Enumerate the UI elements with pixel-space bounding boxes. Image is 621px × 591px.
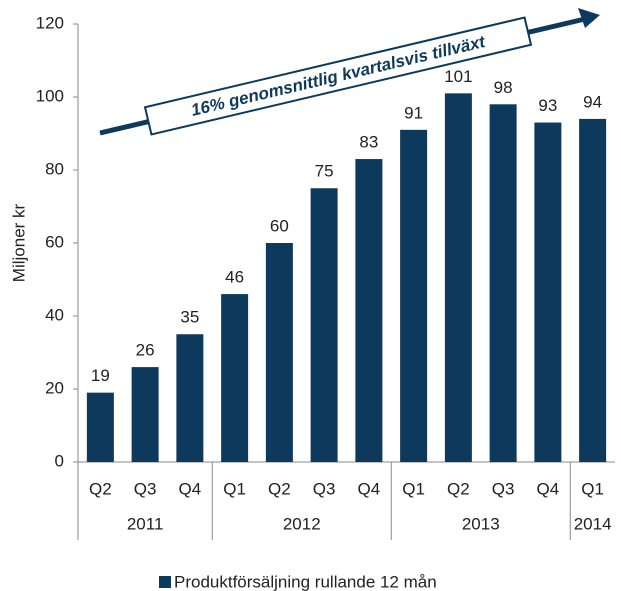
bar: [534, 122, 562, 463]
bar: [131, 367, 159, 462]
group-label: 2013: [462, 514, 500, 533]
x-tick-label: Q3: [492, 479, 515, 498]
x-tick-label: Q1: [402, 479, 425, 498]
x-tick-label: Q1: [223, 479, 246, 498]
bar: [86, 392, 114, 462]
y-tick-label: 20: [45, 378, 64, 397]
legend-swatch: [159, 576, 171, 588]
x-tick-label: Q2: [268, 479, 291, 498]
y-tick-label: 100: [36, 86, 64, 105]
data-label: 46: [225, 268, 244, 287]
x-tick-label: Q4: [358, 479, 381, 498]
data-label: 83: [359, 133, 378, 152]
bar: [310, 188, 338, 462]
bar: [221, 294, 249, 462]
data-label: 35: [180, 308, 199, 327]
y-tick-label: 60: [45, 232, 64, 251]
x-tick-label: Q2: [447, 479, 470, 498]
bar: [579, 118, 607, 463]
data-label: 101: [444, 67, 472, 86]
x-tick-label: Q3: [134, 479, 157, 498]
y-tick-label: 0: [55, 451, 64, 470]
y-tick-label: 80: [45, 159, 64, 178]
bar: [444, 93, 472, 462]
bar: [176, 334, 204, 462]
x-tick-label: Q4: [537, 479, 560, 498]
group-label: 2012: [283, 514, 321, 533]
data-label: 60: [270, 216, 289, 235]
arrow-head: [578, 8, 600, 28]
y-tick-label: 40: [45, 305, 64, 324]
data-label: 94: [583, 92, 602, 111]
x-tick-label: Q1: [581, 479, 604, 498]
bar: [265, 243, 293, 462]
annotation-box: [143, 16, 533, 136]
x-tick-label: Q3: [313, 479, 336, 498]
data-label: 75: [315, 162, 334, 181]
x-tick-label: Q2: [89, 479, 112, 498]
data-label: 93: [538, 96, 557, 115]
x-tick-label: Q4: [179, 479, 202, 498]
legend-label: Produktförsäljning rullande 12 mån: [174, 572, 437, 591]
bar: [355, 159, 383, 463]
bar: [400, 129, 428, 462]
data-label: 19: [91, 366, 110, 385]
group-label: 2011: [127, 514, 164, 533]
data-label: 26: [136, 341, 155, 360]
data-label: 91: [404, 103, 423, 122]
data-label: 98: [494, 78, 513, 97]
y-axis-label: Miljoner kr: [9, 203, 28, 282]
y-tick-label: 120: [36, 13, 64, 32]
annotation: 16% genomsnittlig kvartalsvis tillväxt: [143, 16, 533, 136]
bar: [489, 104, 517, 463]
group-label: 2014: [574, 514, 612, 533]
